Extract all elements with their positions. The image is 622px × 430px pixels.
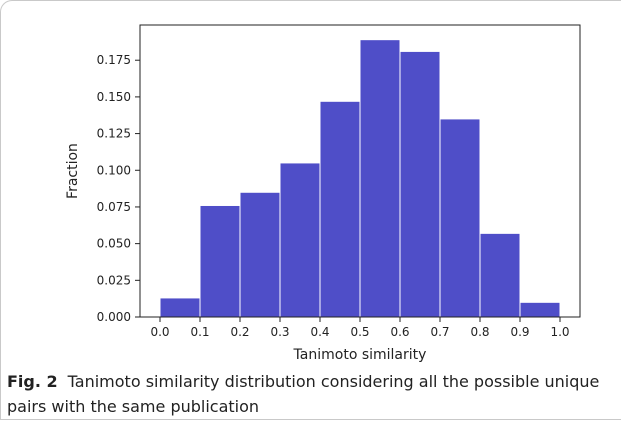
y-tick-label: 0.075 <box>97 200 131 214</box>
figure-caption-text: Tanimoto similarity distribution conside… <box>7 372 600 416</box>
histogram-chart: 0.0 0.1 0.2 0.3 0.4 0.5 0.6 0.7 0.8 0.9 1.0 0.0000… <box>65 24 581 363</box>
x-tick-label: 0.2 <box>230 325 249 339</box>
x-tick-label: 0.0 <box>150 325 169 339</box>
x-axis-ticks: 0.0 0.1 0.2 0.3 0.4 0.5 0.6 0.7 0.8 0.9 1.0 <box>150 317 570 339</box>
x-tick-label: 0.9 <box>510 325 529 339</box>
histogram-bar-0 <box>159 297 201 318</box>
x-tick-label: 0.5 <box>350 325 369 339</box>
x-tick-label: 0.3 <box>270 325 289 339</box>
y-tick-label: 0.125 <box>97 127 131 141</box>
histogram-bar-8 <box>479 232 521 318</box>
y-tick-label: 0.025 <box>97 273 131 287</box>
y-tick-label: 0.000 <box>97 310 131 324</box>
histogram-bar-5 <box>359 39 401 318</box>
y-tick-label: 0.150 <box>97 90 131 104</box>
x-tick-label: 1.0 <box>550 325 569 339</box>
histogram-bars <box>159 39 561 318</box>
x-tick-label: 0.8 <box>470 325 489 339</box>
y-tick-label: 0.050 <box>97 237 131 251</box>
histogram-bar-6 <box>399 50 441 318</box>
x-tick-label: 0.1 <box>190 325 209 339</box>
x-axis-title: Tanimoto similarity <box>293 347 427 363</box>
y-tick-label: 0.100 <box>97 163 131 177</box>
histogram-bar-3 <box>279 162 321 318</box>
histogram-bar-7 <box>439 118 481 318</box>
histogram-bar-9 <box>519 301 561 318</box>
histogram-bar-4 <box>319 100 361 318</box>
histogram-bar-1 <box>199 204 241 318</box>
y-axis-title: Fraction <box>65 143 81 199</box>
x-tick-label: 0.6 <box>390 325 409 339</box>
x-tick-label: 0.7 <box>430 325 449 339</box>
figure-frame <box>0 0 621 420</box>
x-tick-label: 0.4 <box>310 325 329 339</box>
figure-caption: Fig. 2 Tanimoto similarity distribution c… <box>7 369 612 419</box>
histogram-bar-2 <box>239 191 281 318</box>
figure-label: Fig. 2 <box>7 372 58 391</box>
y-axis-ticks: 0.000 0.025 0.050 0.075 0.100 0.125 0.150 0.175 <box>97 53 140 324</box>
y-tick-label: 0.175 <box>97 53 131 67</box>
